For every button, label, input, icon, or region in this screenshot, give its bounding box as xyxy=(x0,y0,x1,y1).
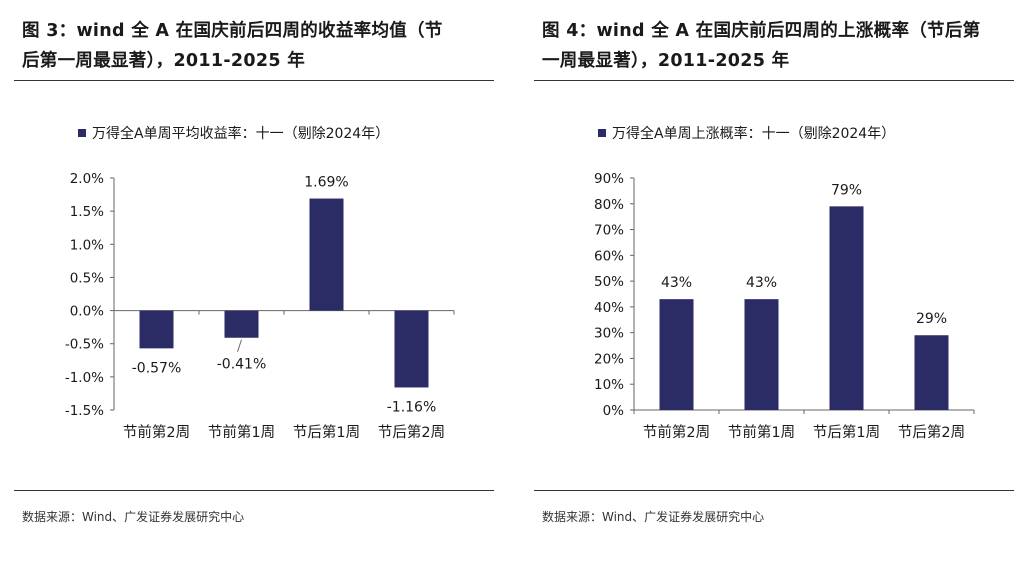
y-tick-label: 70% xyxy=(594,223,624,239)
data-label: 29% xyxy=(916,311,947,327)
bar xyxy=(659,299,694,410)
data-label: 43% xyxy=(746,275,777,291)
bar xyxy=(224,310,259,338)
figure-3-top-rule xyxy=(14,80,494,81)
data-label-leader xyxy=(237,339,242,352)
figure-4-title-line1: 图 4：wind 全 A 在国庆前后四周的上涨概率（节后第 xyxy=(542,21,981,41)
y-tick-label: 0.5% xyxy=(70,270,104,286)
x-tick-label: 节后第2周 xyxy=(378,423,445,441)
figure-4-bottom-rule xyxy=(534,490,1014,491)
x-tick-label: 节前第2周 xyxy=(643,423,710,441)
y-tick-label: 20% xyxy=(594,351,624,367)
y-tick-label: 1.0% xyxy=(70,237,104,253)
legend-swatch xyxy=(598,129,606,137)
bar xyxy=(139,310,174,349)
y-tick-label: 1.5% xyxy=(70,204,104,220)
figure-4-chart: 万得全A单周上涨概率：十一（剔除2024年） 90% 80% 70% 60% 50% 40%… xyxy=(594,125,975,441)
figure-3-chart: 万得全A单周平均收益率：十一（剔除2024年） 2.0% 1.5% 1.0% 0.5% 0… xyxy=(65,125,455,441)
data-label: -1.16% xyxy=(387,399,437,415)
bar xyxy=(829,206,864,410)
x-tick-label: 节后第1周 xyxy=(293,423,360,441)
x-tick-label: 节后第1周 xyxy=(813,423,880,441)
figure-3-bottom-rule xyxy=(14,490,494,491)
figure-4-title-line2: 一周最显著），2011-2025 年 xyxy=(542,51,790,71)
figure-4-source: 数据来源：Wind、广发证券发展研究中心 xyxy=(542,510,765,524)
x-tick-label: 节前第1周 xyxy=(728,423,795,441)
data-label: 43% xyxy=(661,275,692,291)
data-label: 1.69% xyxy=(304,175,348,191)
legend-swatch xyxy=(78,129,86,137)
y-tick-label: 30% xyxy=(594,326,624,342)
figure-3-panel: 图 3：wind 全 A 在国庆前后四周的收益率均值（节 后第一周最显著），20… xyxy=(14,0,494,564)
figure-4-panel: 图 4：wind 全 A 在国庆前后四周的上涨概率（节后第 一周最显著），201… xyxy=(534,0,1014,564)
y-tick-label: 60% xyxy=(594,248,624,264)
legend-label: 万得全A单周上涨概率：十一（剔除2024年） xyxy=(612,125,895,142)
y-tick-label: 0% xyxy=(603,403,625,419)
y-tick-label: -1.5% xyxy=(65,403,104,419)
y-tick-label: 2.0% xyxy=(70,171,104,187)
data-label: -0.57% xyxy=(132,360,182,376)
y-tick-label: -0.5% xyxy=(65,337,104,353)
figure-3-title: 图 3：wind 全 A 在国庆前后四周的收益率均值（节 后第一周最显著），20… xyxy=(22,16,482,76)
legend-label: 万得全A单周平均收益率：十一（剔除2024年） xyxy=(92,125,389,142)
bar xyxy=(744,299,779,410)
data-label: 79% xyxy=(831,182,862,198)
x-tick-label: 节前第2周 xyxy=(123,423,190,441)
bar xyxy=(914,335,949,410)
y-tick-label: -1.0% xyxy=(65,370,104,386)
bar xyxy=(394,310,429,388)
bar xyxy=(309,198,344,311)
y-tick-label: 10% xyxy=(594,377,624,393)
figure-3-title-line2: 后第一周最显著），2011-2025 年 xyxy=(22,51,306,71)
y-tick-label: 0.0% xyxy=(70,304,104,320)
x-tick-label: 节后第2周 xyxy=(898,423,965,441)
data-label: -0.41% xyxy=(217,357,267,373)
figure-3-source: 数据来源：Wind、广发证券发展研究中心 xyxy=(22,510,245,524)
figure-3-title-line1: 图 3：wind 全 A 在国庆前后四周的收益率均值（节 xyxy=(22,21,443,41)
y-tick-label: 80% xyxy=(594,197,624,213)
y-tick-label: 50% xyxy=(594,274,624,290)
y-tick-label: 40% xyxy=(594,300,624,316)
y-tick-label: 90% xyxy=(594,171,624,187)
figure-4-top-rule xyxy=(534,80,1014,81)
x-tick-label: 节前第1周 xyxy=(208,423,275,441)
figure-4-title: 图 4：wind 全 A 在国庆前后四周的上涨概率（节后第 一周最显著），201… xyxy=(542,16,1002,76)
